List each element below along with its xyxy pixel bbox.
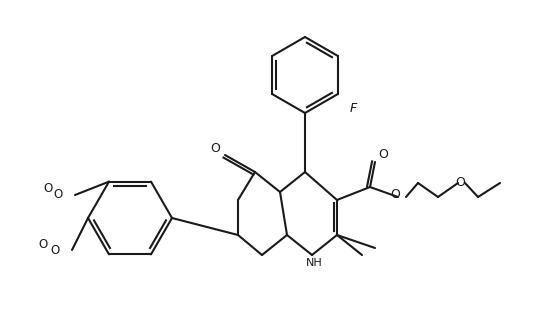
Text: O: O bbox=[390, 188, 400, 202]
Text: O: O bbox=[378, 149, 388, 161]
Text: O: O bbox=[54, 188, 63, 202]
Text: O: O bbox=[44, 181, 53, 194]
Text: O: O bbox=[51, 243, 60, 257]
Text: NH: NH bbox=[306, 258, 323, 268]
Text: O: O bbox=[455, 176, 465, 188]
Text: O: O bbox=[210, 142, 220, 154]
Text: O: O bbox=[39, 239, 48, 252]
Text: F: F bbox=[349, 101, 357, 115]
